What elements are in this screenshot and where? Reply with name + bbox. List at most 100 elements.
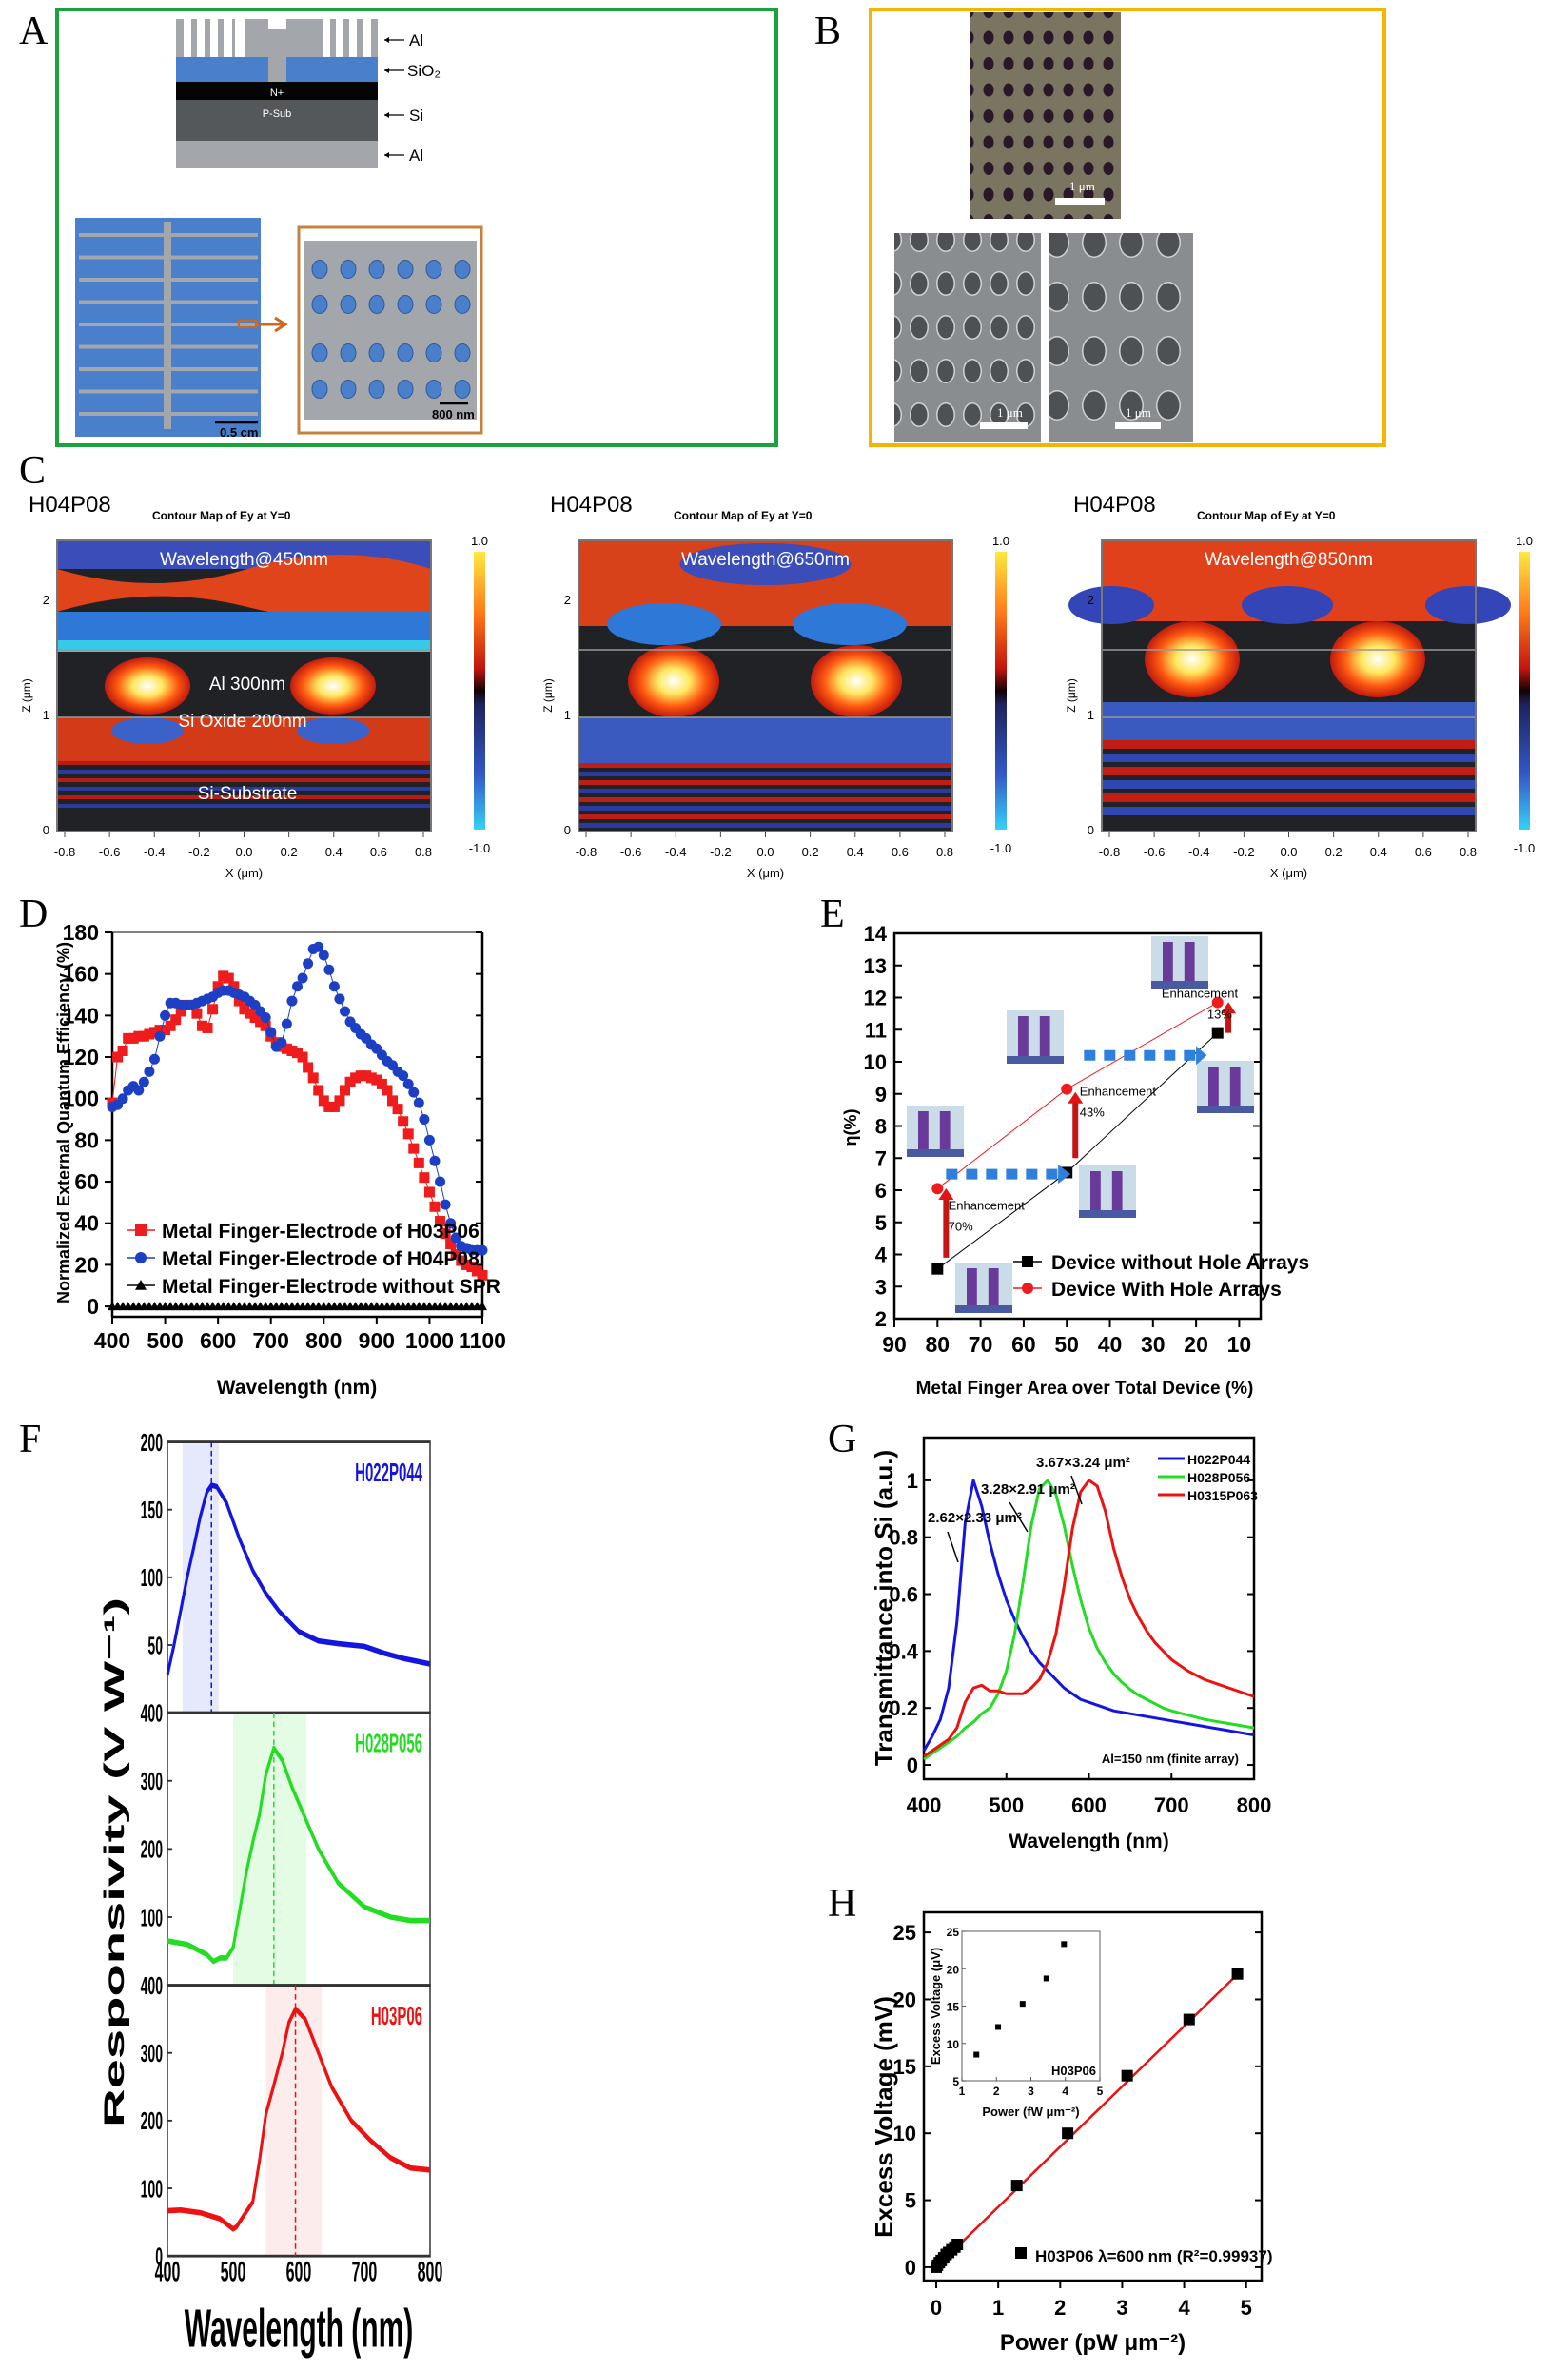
series-2	[107, 941, 488, 1256]
data-point	[148, 1027, 160, 1038]
data-point	[477, 1244, 488, 1256]
hole	[425, 260, 442, 279]
data-point	[133, 1085, 145, 1096]
annotation-pointer	[1009, 1501, 1029, 1533]
inset-data-point	[995, 2024, 1002, 2030]
size-annotation: 3.67×3.24 μm²	[1036, 1455, 1130, 1471]
y-tick-label: 200	[141, 1429, 163, 1457]
y-tick-label: 9	[875, 1083, 887, 1107]
field-band	[57, 795, 431, 799]
inset-y-tick-label: 25	[947, 1926, 960, 1939]
x-tick-label: -0.2	[710, 845, 731, 859]
data-point	[249, 1012, 261, 1024]
arrow-head	[1058, 1165, 1071, 1185]
data-point	[1121, 2069, 1133, 2082]
inset-x-tick-label: 3	[1028, 2085, 1034, 2098]
y-tick-label: 0	[155, 2243, 163, 2271]
legend-marker	[1022, 1283, 1033, 1294]
busbar	[164, 222, 171, 429]
annotation-oxide: Si Oxide 200nm	[178, 712, 306, 732]
legend-label: Device With Hole Arrays	[1051, 1279, 1282, 1301]
y-tick-label: 0	[905, 2256, 916, 2280]
x-tick-label: 700	[1154, 1793, 1189, 1817]
x-tick-label: -0.6	[620, 845, 641, 859]
finger	[918, 1111, 929, 1149]
data-point	[255, 1016, 266, 1028]
legend: Metal Finger-Electrode of H03P06 Metal Fi…	[127, 1221, 500, 1298]
data-point	[466, 1262, 478, 1273]
sem-image-bottom-right: 1 μm	[1049, 233, 1193, 442]
x-tick-label: 0.4	[1370, 845, 1387, 859]
field-band	[1425, 586, 1511, 624]
device-body	[1197, 1061, 1254, 1113]
hole-array-zoom: 800 nm	[297, 225, 483, 435]
inset-x-title: Power (fW μm⁻²)	[982, 2105, 1079, 2119]
hole	[311, 260, 328, 279]
x-tick-label: -0.4	[144, 845, 165, 859]
annotation-al: Al 300nm	[209, 675, 285, 695]
svg-text:1 μm: 1 μm	[1069, 179, 1095, 193]
y-tick-label: 300	[141, 2041, 163, 2068]
y-tick-label: 3	[875, 1275, 887, 1299]
inset-x-tick-label: 5	[1097, 2085, 1104, 2098]
field-map-1: H04P08 Contour Map of Ey at Y=0 Wavelength…	[20, 492, 490, 880]
hole	[340, 260, 357, 279]
panel-label-f: F	[19, 1418, 42, 1461]
data-point	[191, 1008, 203, 1019]
svg-text:1 μm: 1 μm	[997, 405, 1023, 420]
hole	[340, 380, 357, 399]
series-2	[931, 996, 1224, 1195]
hole	[311, 343, 328, 362]
field-hotspot	[1145, 621, 1240, 697]
grating-gap	[210, 19, 218, 57]
x-axis-title: Wavelength (nm)	[185, 2299, 414, 2360]
annotation-pointer	[1070, 1475, 1083, 1505]
chart-e-efficiency: 2 3 4 5 6 7 8 9 10 11 12 13 14 90 80 70 60 50 40 30 20 10 Meta…	[841, 922, 1309, 1399]
panel-label-c: C	[19, 449, 47, 493]
field-band	[578, 797, 952, 802]
data-point	[402, 1078, 414, 1089]
grating-gap	[235, 19, 245, 57]
panel-b-sem-images: 1 μm 1 μm 1 μm	[894, 12, 1193, 442]
hole	[397, 260, 414, 279]
z-tick-label: 0	[564, 823, 571, 837]
chart-g-transmittance: 0 0.2 0.4 0.6 0.8 1 400 500 600 700 800 Wavelength …	[870, 1436, 1271, 1852]
data-point	[244, 1008, 255, 1019]
series-line-h022p044	[922, 1479, 1255, 1752]
y-tick-label: 50	[147, 1633, 163, 1660]
data-point	[138, 1076, 149, 1087]
x-tick-label: 0.6	[892, 845, 909, 859]
finger	[1208, 1067, 1219, 1106]
grating-gap	[336, 19, 343, 57]
field-band	[578, 763, 952, 768]
data-point	[307, 1072, 319, 1084]
grating-gap	[184, 19, 191, 57]
svg-text:Al: Al	[409, 147, 423, 165]
y-tick-label: 100	[63, 1087, 99, 1111]
data-point	[355, 1070, 366, 1082]
grating-gap	[363, 19, 371, 57]
y-tick-label: 200	[141, 1836, 163, 1864]
device-without-holes-icon	[1079, 1165, 1136, 1218]
data-point	[286, 995, 298, 1007]
legend: Device without Hole Arrays Device With Ho…	[1013, 1252, 1309, 1301]
hole	[425, 343, 442, 362]
x-tick-label: 70	[969, 1332, 993, 1357]
z-axis-label: Z (μm)	[1065, 678, 1078, 713]
y-tick-label: 40	[74, 1211, 99, 1236]
hole	[311, 380, 328, 399]
x-tick-label: 0.2	[1325, 845, 1343, 859]
field-band	[607, 603, 721, 645]
y-tick-label: 300	[141, 1769, 163, 1796]
x-tick-label: 1100	[459, 1328, 506, 1353]
x-tick-label: 3	[1116, 2296, 1127, 2320]
field-band	[111, 717, 184, 744]
x-tick-label: 0.0	[1280, 845, 1297, 859]
x-tick-label: 2	[1054, 2296, 1066, 2320]
data-point	[303, 958, 314, 970]
device-substrate	[1007, 1056, 1064, 1064]
data-point	[445, 1239, 457, 1250]
data-point	[123, 1032, 134, 1044]
data-point	[313, 1085, 324, 1096]
